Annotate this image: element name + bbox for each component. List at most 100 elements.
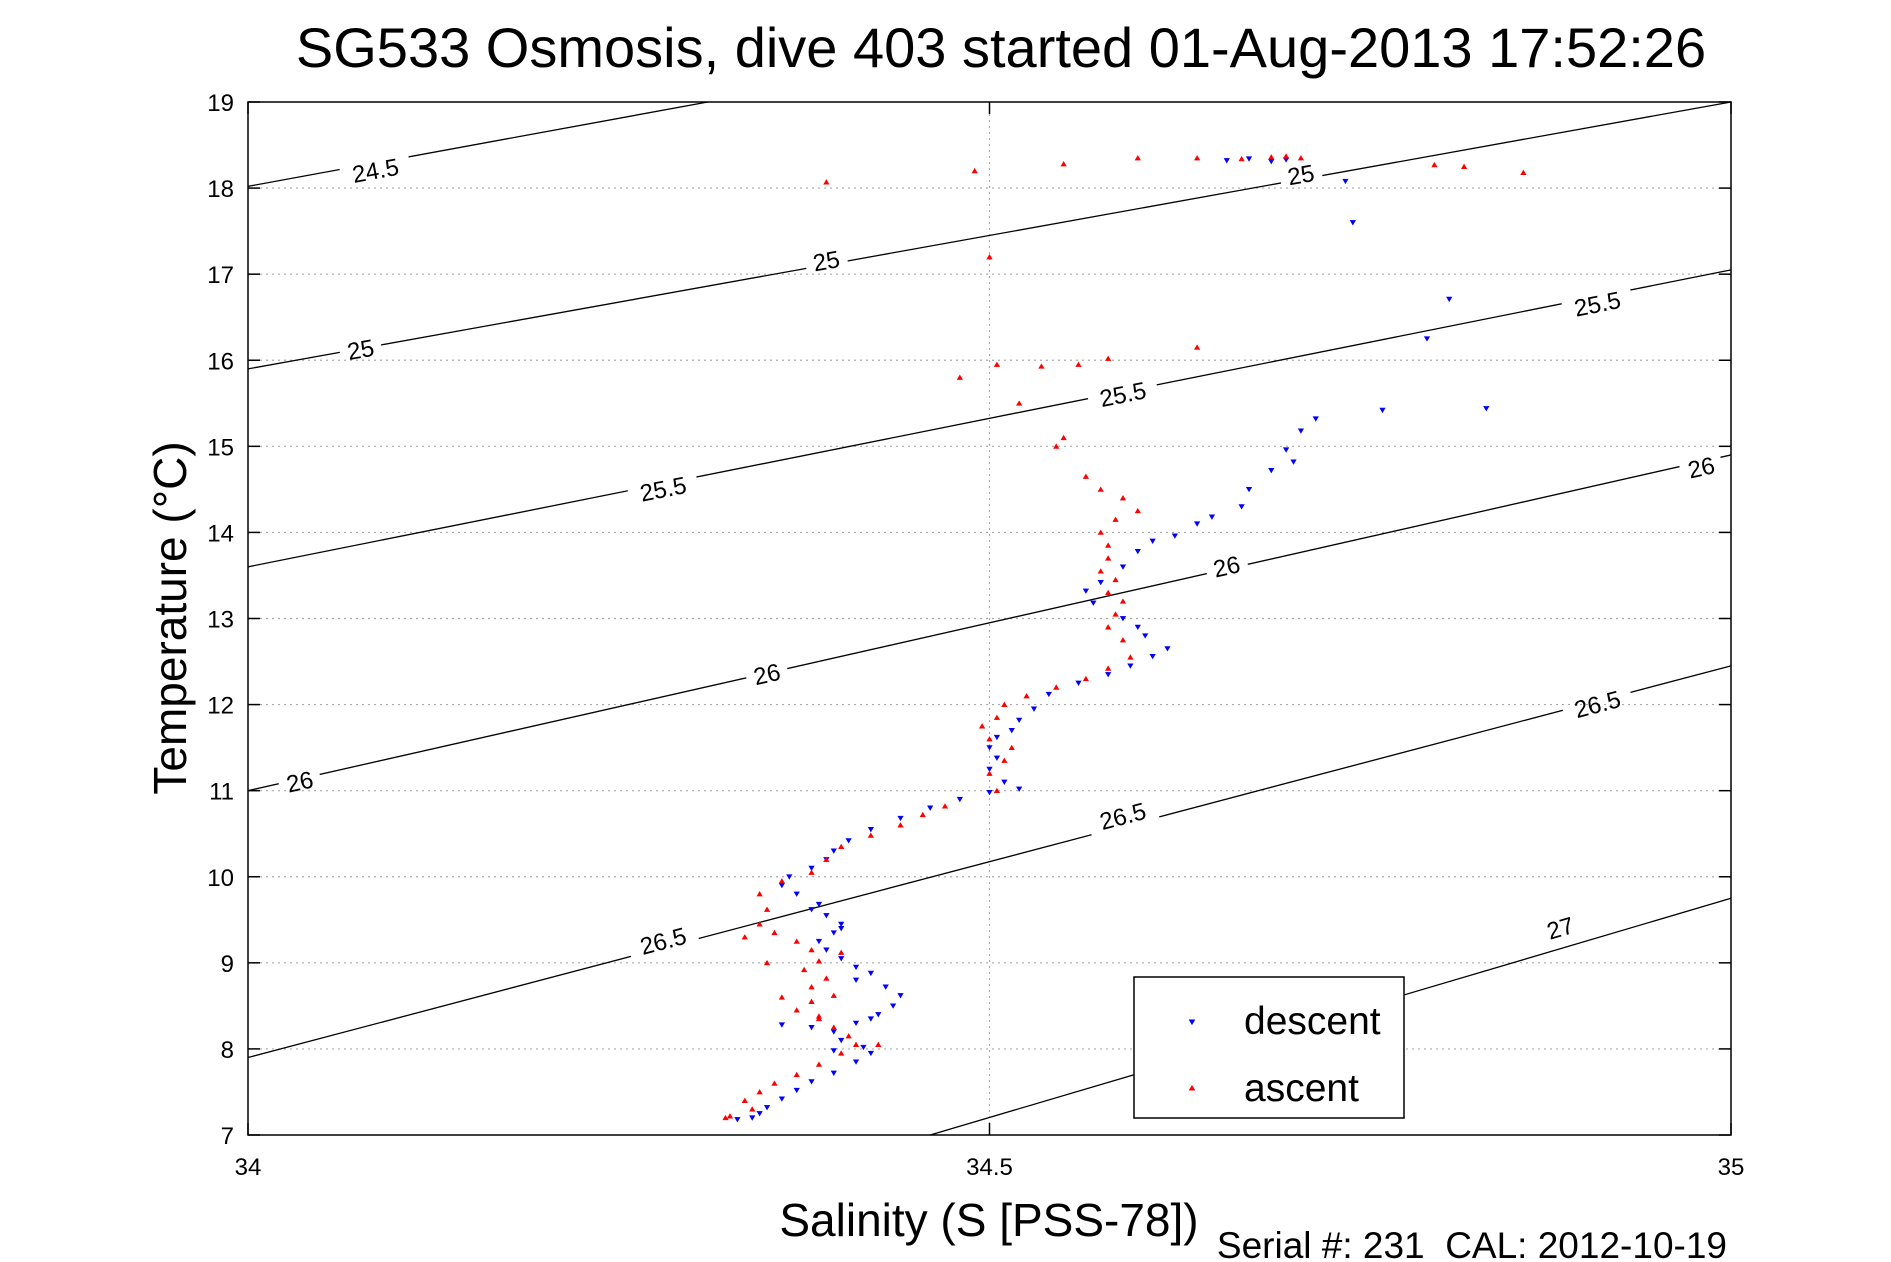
serial-footer: Serial #: 231 CAL: 2012-10-19 xyxy=(1217,1225,1727,1262)
descent-point xyxy=(734,1117,741,1123)
ascent-point xyxy=(978,723,986,729)
ascent-point xyxy=(1053,443,1060,449)
ascent-point xyxy=(771,929,778,936)
ascent-point xyxy=(986,770,993,776)
descent-point xyxy=(838,926,845,932)
ascent-point xyxy=(1282,153,1290,159)
ascent-point xyxy=(823,975,830,981)
y-tick-label: 15 xyxy=(207,434,234,461)
descent-point xyxy=(1297,428,1305,434)
ascent-point xyxy=(897,822,904,828)
descent-point xyxy=(838,921,845,928)
ascent-point xyxy=(1134,155,1141,161)
ascent-point xyxy=(1001,701,1008,707)
ascent-point xyxy=(756,891,763,897)
descent-point xyxy=(1105,672,1112,678)
descent-point xyxy=(808,1025,815,1031)
ascent-point xyxy=(756,921,763,927)
descent-point xyxy=(815,938,823,945)
ascent-point xyxy=(1297,155,1305,161)
ascent-point xyxy=(801,966,808,973)
ascent-point xyxy=(1097,568,1104,574)
ascent-point xyxy=(830,1024,837,1030)
descent-point xyxy=(1282,447,1290,453)
contour-label: 26 xyxy=(1685,452,1717,484)
legend-markers xyxy=(1188,1019,1196,1091)
ascent-point xyxy=(815,1015,823,1022)
descent-point xyxy=(986,790,993,796)
descent-point xyxy=(1119,616,1127,622)
ascent-point xyxy=(830,992,837,998)
ascent-point xyxy=(1008,744,1015,751)
descent-point xyxy=(763,1105,771,1111)
descent-point xyxy=(1268,468,1275,474)
ascent-point xyxy=(1023,693,1030,699)
descent-point xyxy=(830,848,837,854)
ascent-point xyxy=(845,1033,852,1039)
ascent-point xyxy=(793,1071,800,1078)
ascent-point xyxy=(867,832,874,838)
descent-point xyxy=(823,947,830,953)
ascent-point xyxy=(1105,555,1112,561)
descent-point xyxy=(956,796,963,803)
descent-point xyxy=(867,1016,874,1022)
ascent-point xyxy=(1460,163,1468,169)
ascent-point xyxy=(986,736,993,742)
descent-point xyxy=(1030,706,1038,712)
descent-point xyxy=(1446,296,1453,303)
descent-point xyxy=(838,956,845,962)
descent-point xyxy=(897,993,904,999)
ascent-point xyxy=(993,787,1001,794)
ascent-point xyxy=(1112,576,1119,583)
descent-point xyxy=(1208,514,1216,520)
ascent-point xyxy=(808,946,815,953)
descent-point xyxy=(1379,407,1386,414)
descent-point xyxy=(852,964,860,971)
ascent-point xyxy=(793,938,800,944)
y-tick-label: 14 xyxy=(207,520,234,547)
ascent-point xyxy=(1119,637,1127,643)
descent-point xyxy=(808,907,815,913)
descent-point xyxy=(793,891,800,897)
legend-label-ascent: ascent xyxy=(1244,1067,1359,1110)
descent-point xyxy=(1423,336,1431,342)
ascent-point xyxy=(941,803,949,809)
descent-point xyxy=(1045,691,1052,698)
descent-point xyxy=(986,766,993,773)
descent-point xyxy=(1245,486,1253,493)
density-contour-26.5 xyxy=(247,665,1732,1059)
ascent-point xyxy=(771,1080,778,1086)
descent-point xyxy=(867,827,874,833)
descent-point xyxy=(778,1022,786,1028)
descent-point xyxy=(852,1059,860,1065)
y-tick-label: 16 xyxy=(207,348,234,375)
descent-point xyxy=(875,1012,882,1018)
ascent-point xyxy=(1431,161,1438,168)
axis-ticks: 7 8 9 10 11 12 13 14 15 16 17 18 19 34 34.5 35 xyxy=(207,90,1744,1181)
legend-label-descent: descent xyxy=(1244,1000,1381,1043)
ascent-point xyxy=(793,1007,800,1013)
ascent-point xyxy=(1127,654,1134,660)
descent-point xyxy=(1349,220,1356,226)
descent-point xyxy=(1245,156,1253,162)
descent-point xyxy=(1016,717,1023,724)
ascent-point xyxy=(1268,154,1275,160)
ascent-point xyxy=(1238,155,1245,162)
ascent-point xyxy=(838,1050,845,1056)
descent-point xyxy=(1149,538,1156,544)
density-contour-25.5 xyxy=(247,269,1732,568)
ascent-point xyxy=(763,959,771,966)
ascent-point xyxy=(1001,757,1008,763)
ascent-point xyxy=(763,906,771,912)
ascent-point xyxy=(875,1041,882,1047)
ascent-point xyxy=(838,843,845,850)
y-tick-label: 13 xyxy=(207,607,234,634)
ascent-point xyxy=(919,811,926,818)
descent-point xyxy=(852,977,860,983)
y-tick-label: 18 xyxy=(207,176,234,203)
descent-point xyxy=(808,865,815,872)
ascent-point xyxy=(815,1061,823,1067)
y-tick-label: 12 xyxy=(207,693,234,720)
x-tick-label: 35 xyxy=(1718,1154,1745,1181)
ascent-point xyxy=(1060,434,1067,441)
